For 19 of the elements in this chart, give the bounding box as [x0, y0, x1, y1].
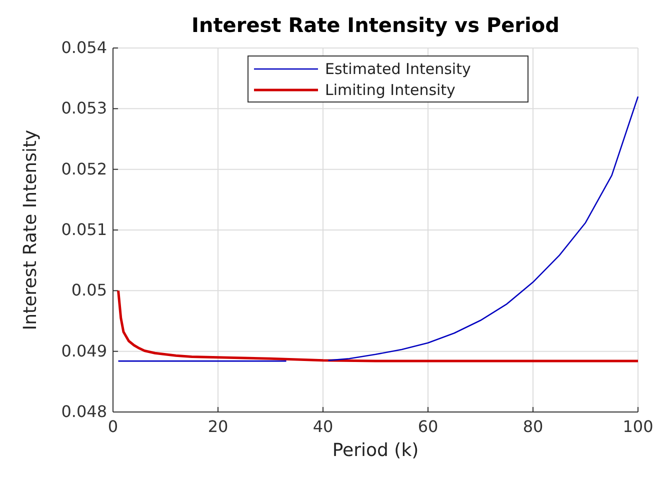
x-tick-label: 100 — [622, 417, 654, 436]
y-tick-label: 0.053 — [61, 98, 107, 118]
legend-label: Estimated Intensity — [325, 60, 471, 78]
y-tick-label: 0.052 — [61, 159, 107, 178]
x-axis-title: Period (k) — [332, 440, 419, 461]
x-tick-label: 60 — [418, 417, 438, 436]
x-tick-label: 80 — [522, 417, 544, 436]
x-tick-label: 0 — [108, 417, 118, 436]
y-tick-label: 0.048 — [61, 402, 107, 421]
y-tick-label: 0.05 — [71, 280, 107, 300]
line-series — [117, 289, 640, 362]
y-axis-title: Interest Rate Intensity — [20, 129, 41, 330]
chart-title: Interest Rate Intensity vs Period — [192, 13, 560, 37]
legend-label: Limiting Intensity — [325, 81, 456, 99]
y-tick-label: 0.051 — [61, 220, 107, 239]
y-tick-label: 0.054 — [61, 38, 107, 57]
y-tick-label: 0.049 — [61, 341, 107, 360]
x-tick-label: 20 — [208, 417, 228, 436]
x-tick-label: 40 — [312, 417, 334, 436]
